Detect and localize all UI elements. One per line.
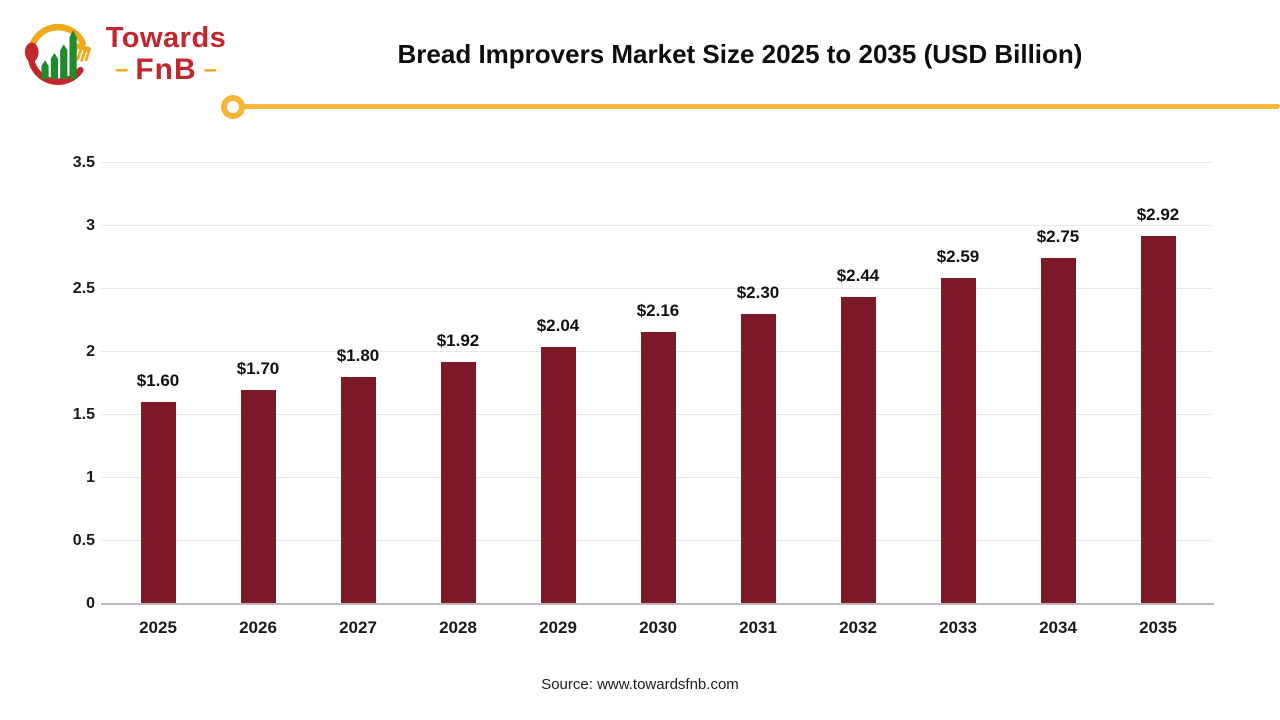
spoon-icon [24, 42, 39, 62]
x-tick-label-2033: 2033 [939, 618, 977, 637]
logo-dash-right: – [203, 56, 218, 83]
y-tick-label: 1.5 [72, 406, 95, 423]
gridline [101, 162, 1213, 163]
bar-2035 [1140, 236, 1176, 604]
bar-value-label-2026: $1.70 [236, 358, 280, 378]
logo-word-towards: Towards [105, 22, 227, 54]
x-axis-line [101, 603, 1214, 605]
bar-value-label-2032: $2.44 [836, 265, 880, 285]
bar-2031 [740, 314, 776, 604]
page-title: Bread Improvers Market Size 2025 to 2035… [397, 39, 1083, 69]
y-tick-label: 3 [86, 217, 95, 234]
gridline [101, 288, 1213, 289]
y-tick-label: 1 [86, 469, 95, 486]
x-tick-label-2035: 2035 [1139, 618, 1177, 637]
x-tick-label-2030: 2030 [639, 618, 677, 637]
towardsfnb-logo: Towards – FnB – [20, 14, 235, 92]
x-tick-label-2028: 2028 [439, 618, 477, 637]
bar-value-label-2027: $1.80 [336, 346, 380, 366]
y-tick-label: 2.5 [72, 280, 95, 297]
growth-bars-icon [41, 29, 77, 79]
gridline [101, 225, 1213, 226]
bar-value-label-2035: $2.92 [1136, 205, 1180, 225]
bar-value-label-2025: $1.60 [136, 371, 180, 391]
x-tick-label-2027: 2027 [339, 618, 377, 637]
x-tick-label-2029: 2029 [539, 618, 577, 637]
bar-2030 [640, 331, 676, 604]
y-tick-label: 3.5 [72, 154, 95, 171]
bar-value-label-2030: $2.16 [636, 300, 680, 320]
logo-word-fnb: FnB [135, 53, 197, 86]
y-tick-label: 0.5 [72, 532, 95, 549]
x-tick-label-2034: 2034 [1039, 618, 1077, 637]
bar-2034 [1040, 257, 1076, 604]
bar-value-label-2031: $2.30 [736, 283, 780, 303]
bar-value-label-2034: $2.75 [1036, 226, 1080, 246]
x-tick-label-2025: 2025 [139, 618, 177, 637]
bar-value-label-2033: $2.59 [936, 246, 980, 266]
y-tick-label: 2 [86, 343, 95, 360]
divider-line [236, 104, 1280, 109]
bar-2026 [240, 389, 276, 604]
bar-value-label-2029: $2.04 [536, 315, 580, 335]
towardsfnb-logo-icon [24, 23, 92, 85]
divider-ring [221, 95, 245, 119]
bar-2032 [840, 296, 876, 604]
bar-value-label-2028: $1.92 [436, 331, 480, 351]
source-text: Source: www.towardsfnb.com [541, 676, 739, 693]
plot-area: $1.60 $1.70 $1.80 $1.92 $2.04 $2.16 $2.30 $2.44… [101, 162, 1213, 604]
bar-2028 [440, 362, 476, 604]
bar-2027 [340, 377, 376, 604]
bar-2033 [940, 277, 976, 604]
towardsfnb-logo-text: Towards – FnB – [96, 22, 236, 87]
logo-arc-gold [29, 23, 87, 47]
bar-2029 [540, 346, 576, 604]
bar-2025 [140, 402, 176, 604]
x-tick-label-2026: 2026 [239, 618, 277, 637]
x-tick-label-2032: 2032 [839, 618, 877, 637]
x-tick-label-2031: 2031 [739, 618, 777, 637]
logo-dash-left: – [114, 56, 129, 83]
y-tick-label: 0 [86, 595, 95, 612]
